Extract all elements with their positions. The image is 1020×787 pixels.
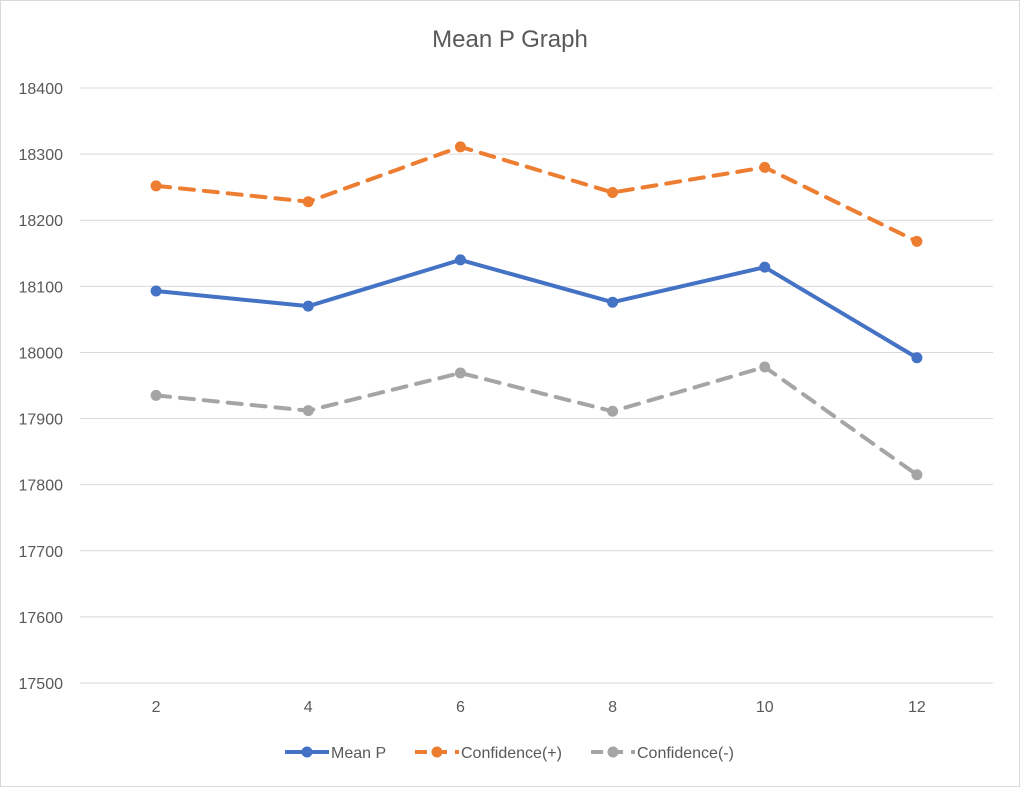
data-point-1 <box>302 196 314 208</box>
data-point-1 <box>454 141 466 153</box>
x-tick-label: 2 <box>152 699 161 716</box>
data-point-0 <box>302 300 314 312</box>
legend-label: Mean P <box>331 745 386 762</box>
data-point-0 <box>759 261 771 273</box>
y-tick-label: 18300 <box>19 147 64 164</box>
x-tick-label: 8 <box>608 699 617 716</box>
chart-title: Mean P Graph <box>432 26 588 53</box>
data-point-0 <box>911 352 923 364</box>
x-tick-label: 10 <box>756 699 774 716</box>
data-point-1 <box>150 180 162 192</box>
x-tick-label: 4 <box>304 699 313 716</box>
y-tick-label: 17700 <box>19 544 64 561</box>
data-point-1 <box>759 161 771 173</box>
y-tick-label: 17500 <box>19 676 64 693</box>
legend-label: Confidence(-) <box>637 745 734 762</box>
legend-label: Confidence(+) <box>461 745 562 762</box>
x-tick-label: 6 <box>456 699 465 716</box>
y-tick-label: 18000 <box>19 345 64 362</box>
y-tick-label: 17600 <box>19 610 64 627</box>
y-tick-label: 17800 <box>19 478 64 495</box>
data-point-0 <box>607 296 619 308</box>
series-line-2 <box>154 364 919 477</box>
y-tick-label: 18200 <box>19 213 64 230</box>
data-point-2 <box>454 367 466 379</box>
y-tick-label: 17900 <box>19 412 64 429</box>
data-point-0 <box>454 254 466 266</box>
data-point-1 <box>607 186 619 198</box>
data-point-2 <box>759 361 771 373</box>
legend-marker-1 <box>431 746 443 758</box>
data-point-2 <box>911 469 923 481</box>
data-point-1 <box>911 235 923 247</box>
data-point-0 <box>150 285 162 297</box>
legend-marker-0 <box>301 746 313 758</box>
series-line-0 <box>154 257 919 360</box>
data-point-2 <box>150 389 162 401</box>
y-tick-label: 18400 <box>19 81 64 98</box>
x-tick-label: 12 <box>908 699 926 716</box>
legend-marker-2 <box>607 746 619 758</box>
data-point-2 <box>302 405 314 417</box>
series-line-1 <box>154 144 919 244</box>
y-tick-label: 18100 <box>19 279 64 296</box>
data-point-2 <box>607 405 619 417</box>
